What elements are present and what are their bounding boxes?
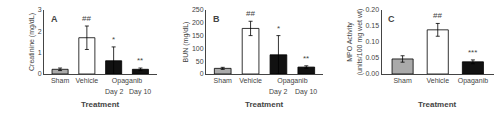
svg-text:250: 250 — [192, 6, 204, 13]
svg-text:0.20: 0.20 — [365, 6, 379, 13]
svg-text:Creatinine (mg/dL): Creatinine (mg/dL) — [28, 13, 36, 71]
svg-text:BUN (mg/dL): BUN (mg/dL) — [182, 22, 190, 63]
svg-text:100: 100 — [192, 45, 204, 52]
svg-text:MPO Activity(units/100 mg wet: MPO Activity(units/100 mg wet wt) — [346, 9, 363, 76]
svg-text:0: 0 — [200, 70, 204, 77]
svg-text:Day 10: Day 10 — [129, 88, 151, 96]
svg-text:Sham: Sham — [51, 77, 69, 84]
svg-text:A: A — [51, 14, 58, 24]
svg-text:0.10: 0.10 — [365, 38, 379, 45]
svg-text:0: 0 — [38, 70, 42, 77]
svg-text:1: 1 — [38, 49, 42, 56]
svg-text:Day 2: Day 2 — [269, 88, 287, 96]
svg-text:50: 50 — [196, 58, 204, 65]
svg-text:B: B — [213, 14, 220, 24]
svg-text:**: ** — [137, 56, 143, 65]
svg-text:Opaganib: Opaganib — [112, 77, 142, 85]
svg-text:Opaganib: Opaganib — [277, 77, 307, 85]
svg-text:3: 3 — [38, 6, 42, 13]
svg-text:*: * — [277, 24, 280, 33]
svg-text:Treatment: Treatment — [418, 100, 457, 109]
svg-text:Day 2: Day 2 — [105, 88, 123, 96]
svg-text:0.00: 0.00 — [365, 70, 379, 77]
svg-text:Sham: Sham — [393, 77, 411, 84]
svg-text:0.05: 0.05 — [365, 54, 379, 61]
svg-text:Vehicle: Vehicle — [239, 77, 262, 84]
svg-text:Opaganib: Opaganib — [458, 77, 488, 85]
svg-text:2: 2 — [38, 28, 42, 35]
svg-text:Vehicle: Vehicle — [76, 77, 99, 84]
svg-text:##: ## — [82, 14, 91, 23]
svg-text:Sham: Sham — [214, 77, 232, 84]
svg-text:##: ## — [246, 9, 255, 18]
svg-text:**: ** — [303, 54, 309, 63]
svg-text:Day 10: Day 10 — [295, 88, 317, 96]
svg-text:Vehicle: Vehicle — [426, 77, 449, 84]
svg-text:*: * — [112, 35, 115, 44]
svg-text:150: 150 — [192, 32, 204, 39]
svg-text:Treatment: Treatment — [245, 100, 284, 109]
svg-text:200: 200 — [192, 19, 204, 26]
svg-text:0.15: 0.15 — [365, 22, 379, 29]
svg-text:C: C — [388, 14, 395, 24]
svg-text:***: *** — [468, 48, 477, 57]
svg-text:##: ## — [433, 11, 442, 20]
svg-text:Treatment: Treatment — [81, 100, 120, 109]
